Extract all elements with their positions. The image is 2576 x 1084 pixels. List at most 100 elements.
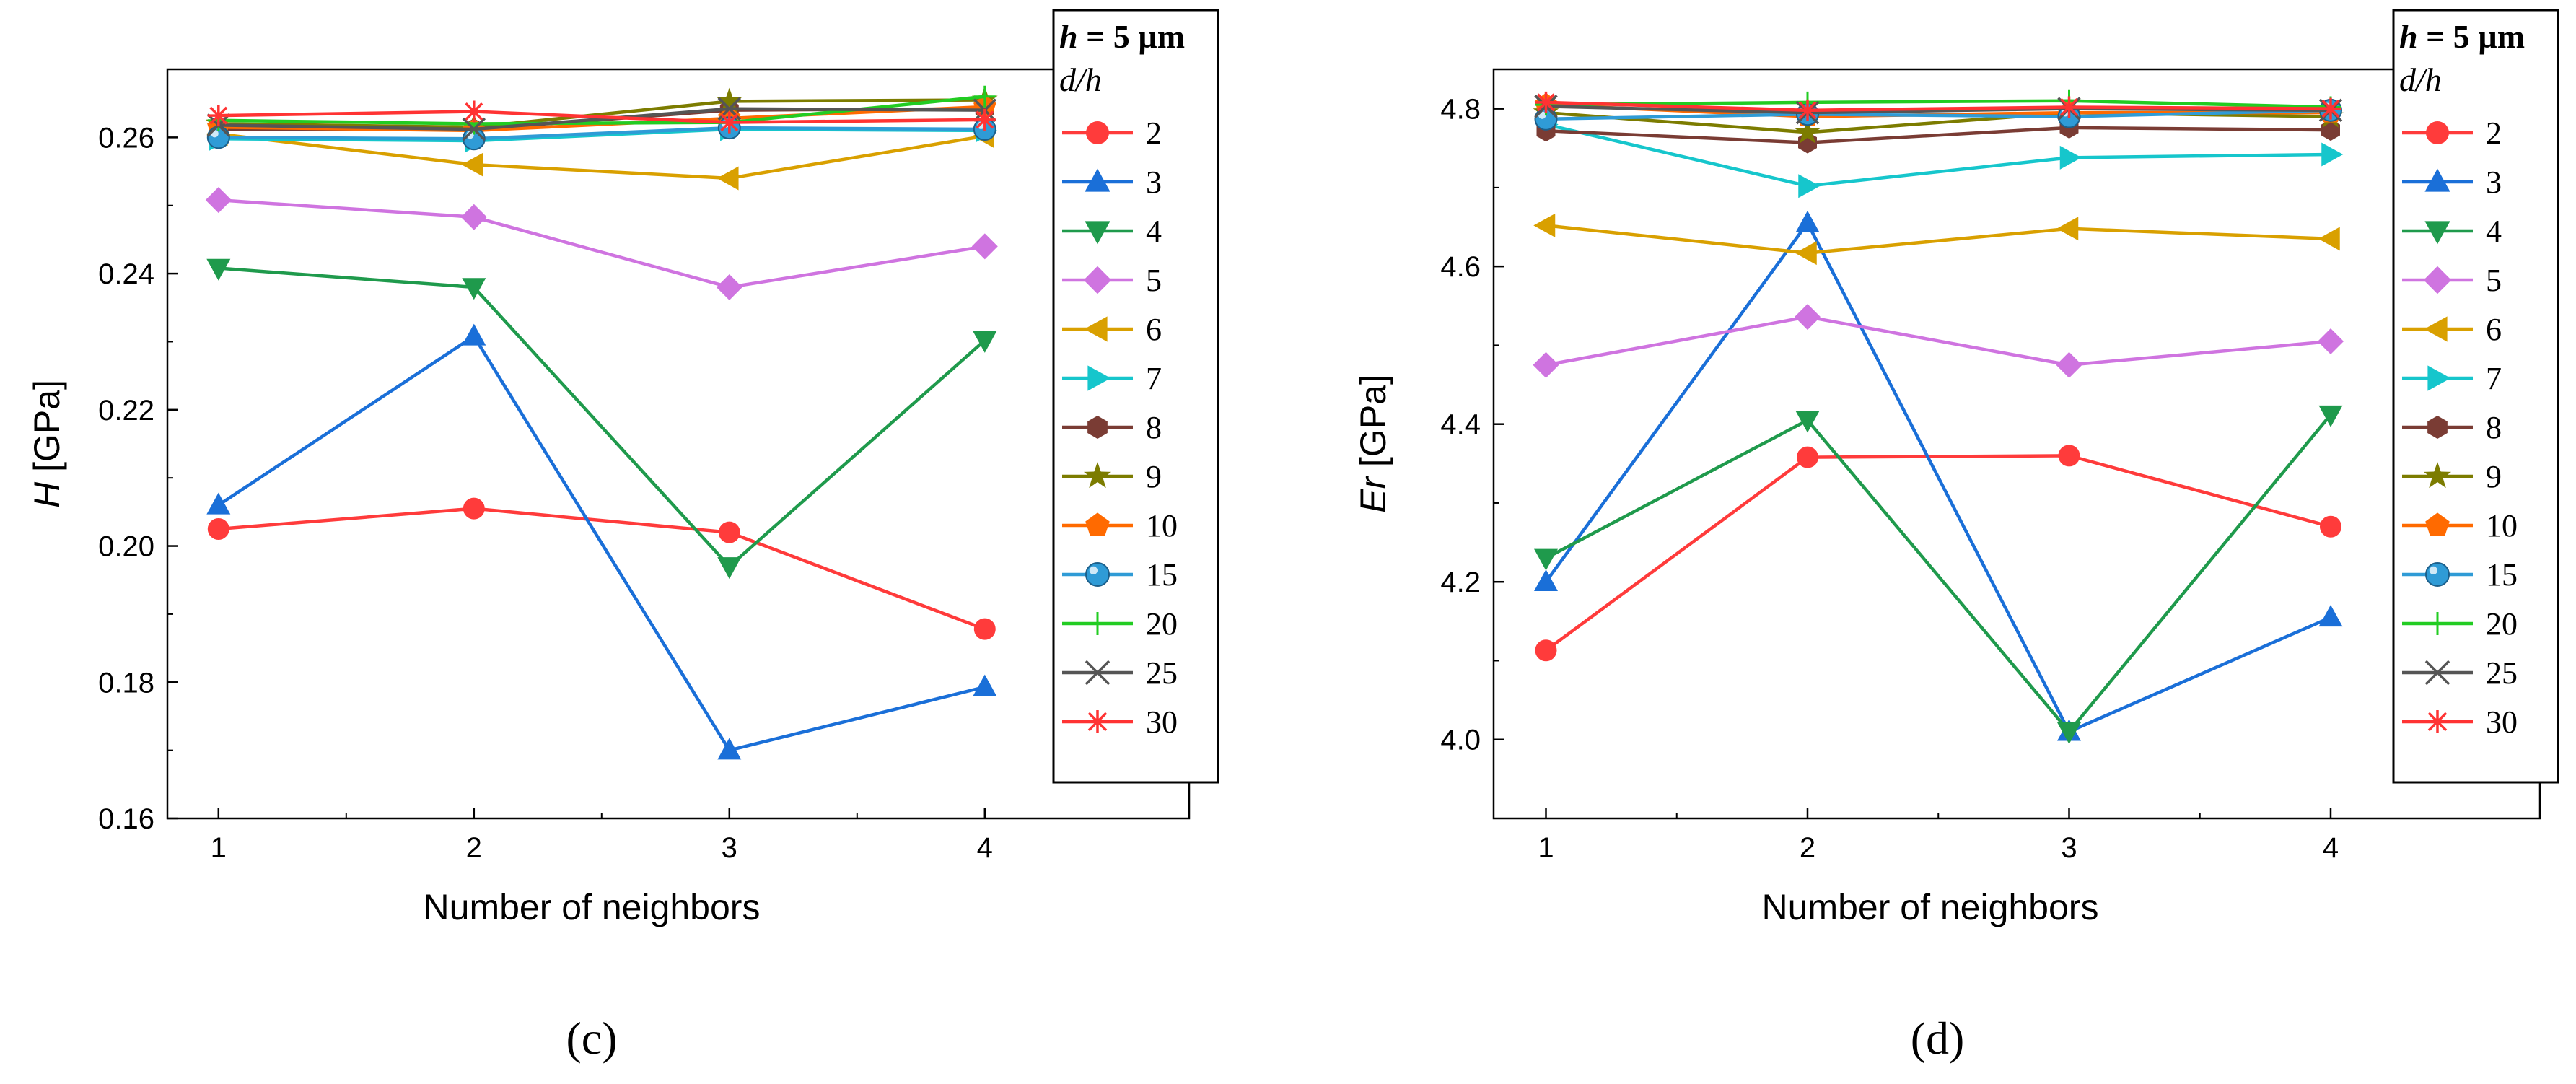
legend-label: 25 bbox=[2486, 655, 2518, 691]
data-point bbox=[460, 204, 487, 230]
y-tick-label: 4.0 bbox=[1440, 725, 1481, 756]
data-point bbox=[463, 100, 485, 123]
data-point bbox=[2058, 445, 2080, 467]
legend-item-20: 20 bbox=[1062, 606, 1178, 642]
y-tick-label: 4.2 bbox=[1440, 567, 1481, 598]
data-point bbox=[716, 87, 742, 113]
data-point bbox=[462, 323, 486, 346]
series-line bbox=[1545, 123, 2331, 188]
data-point bbox=[717, 166, 739, 191]
series-line bbox=[218, 107, 985, 131]
data-point bbox=[973, 618, 996, 640]
y-axis-title-unit: [GPa] bbox=[1353, 375, 1393, 477]
legend-subheader: d/h bbox=[1059, 61, 1102, 98]
series-3 bbox=[1534, 210, 2343, 741]
data-point-highlight bbox=[466, 131, 474, 139]
legend-swatch-marker bbox=[2426, 612, 2449, 635]
series-4 bbox=[206, 258, 997, 580]
legend-label: 6 bbox=[2486, 312, 2502, 347]
data-point bbox=[1534, 569, 1558, 591]
data-point bbox=[1795, 304, 1821, 331]
data-point bbox=[718, 521, 740, 543]
legend-swatch-marker bbox=[1086, 121, 1109, 144]
data-point bbox=[2057, 722, 2081, 745]
chart-panel-d: 4.0 4.2 4.4 4.6 4.8 1 2 3 4 Number of neighbors Er… bbox=[1353, 9, 2559, 1064]
data-point bbox=[1797, 99, 1818, 121]
data-point bbox=[1795, 411, 1820, 433]
data-point bbox=[1797, 446, 1818, 468]
legend-swatch-marker bbox=[2424, 660, 2450, 686]
data-point bbox=[2059, 145, 2082, 170]
legend-label: 3 bbox=[2486, 165, 2502, 200]
legend-item-6: 6 bbox=[1062, 312, 1162, 347]
legend-swatch-marker bbox=[1085, 512, 1110, 536]
legend-item-2: 2 bbox=[1062, 115, 1162, 151]
series-2 bbox=[207, 497, 996, 640]
data-point bbox=[717, 738, 742, 760]
legend-label: 30 bbox=[2486, 704, 2518, 740]
legend-label: 30 bbox=[1146, 704, 1178, 740]
y-tick-label: 0.22 bbox=[98, 395, 154, 427]
data-point bbox=[1795, 118, 1821, 144]
data-point bbox=[717, 557, 742, 580]
data-point bbox=[971, 233, 998, 260]
legend-swatch-marker bbox=[1087, 416, 1108, 439]
series-5 bbox=[1533, 304, 2344, 378]
data-point bbox=[718, 111, 740, 134]
data-point bbox=[973, 331, 997, 353]
legend-swatch-marker bbox=[2423, 266, 2452, 294]
series-line bbox=[218, 266, 986, 569]
data-point bbox=[2318, 405, 2343, 427]
series-3 bbox=[206, 323, 997, 760]
data-point bbox=[716, 274, 742, 300]
data-point bbox=[1533, 351, 1559, 378]
data-point bbox=[205, 187, 232, 214]
series-line bbox=[1546, 99, 2331, 109]
legend-swatch-marker bbox=[2426, 121, 2449, 144]
data-point bbox=[1795, 210, 1820, 232]
legend-header-symbol: h bbox=[2399, 18, 2418, 55]
series-7 bbox=[1536, 112, 2344, 198]
legend-swatch-marker bbox=[1085, 562, 1110, 587]
series-line bbox=[217, 333, 986, 753]
legend-label: 3 bbox=[1146, 165, 1162, 200]
y-tick-label: 0.24 bbox=[98, 258, 154, 290]
x-tick-label: 4 bbox=[2323, 832, 2339, 864]
legend-item-7: 7 bbox=[2402, 361, 2502, 396]
y-tick-label: 0.16 bbox=[98, 803, 154, 835]
series-line bbox=[1546, 100, 2331, 113]
data-point bbox=[2058, 96, 2080, 118]
legend-header-value: = 5 µm bbox=[2418, 18, 2525, 55]
legend-item-5: 5 bbox=[1062, 263, 1162, 298]
series-line bbox=[218, 98, 985, 129]
panel-caption: (d) bbox=[1911, 1013, 1965, 1064]
chart-panel-c: 0.16 0.18 0.20 0.22 0.24 0.26 1 2 3 4 Number of ne… bbox=[27, 9, 1219, 1064]
y-tick-label: 4.8 bbox=[1440, 94, 1481, 126]
legend-label: 8 bbox=[2486, 410, 2502, 445]
series-4 bbox=[1534, 405, 2343, 745]
legend-swatch-marker bbox=[1087, 365, 1111, 391]
legend-subheader: d/h bbox=[2399, 61, 2442, 98]
plot-frame bbox=[166, 68, 1191, 820]
data-point bbox=[462, 117, 486, 141]
data-point bbox=[1795, 241, 1817, 266]
y-tick-label: 0.26 bbox=[98, 122, 154, 154]
data-point bbox=[2318, 227, 2340, 251]
legend-swatch-marker-highlight bbox=[1089, 566, 1098, 575]
x-tick-label: 1 bbox=[211, 832, 227, 864]
data-point bbox=[206, 492, 231, 515]
legend-swatch-marker bbox=[2424, 316, 2448, 342]
data-point bbox=[462, 278, 486, 300]
y-tick-label: 4.4 bbox=[1440, 409, 1481, 441]
series-line bbox=[1546, 108, 2331, 121]
legend-item-20: 20 bbox=[2402, 606, 2518, 642]
legend-header-symbol: h bbox=[1059, 18, 1078, 55]
series-2 bbox=[1535, 445, 2341, 662]
data-point bbox=[1798, 174, 1821, 198]
legend-swatch-marker bbox=[2425, 562, 2450, 587]
legend-swatch-marker bbox=[2423, 462, 2452, 489]
legend-swatch-marker bbox=[1085, 168, 1110, 192]
y-tick-label: 4.6 bbox=[1440, 251, 1481, 283]
legend-label: 5 bbox=[2486, 263, 2502, 298]
